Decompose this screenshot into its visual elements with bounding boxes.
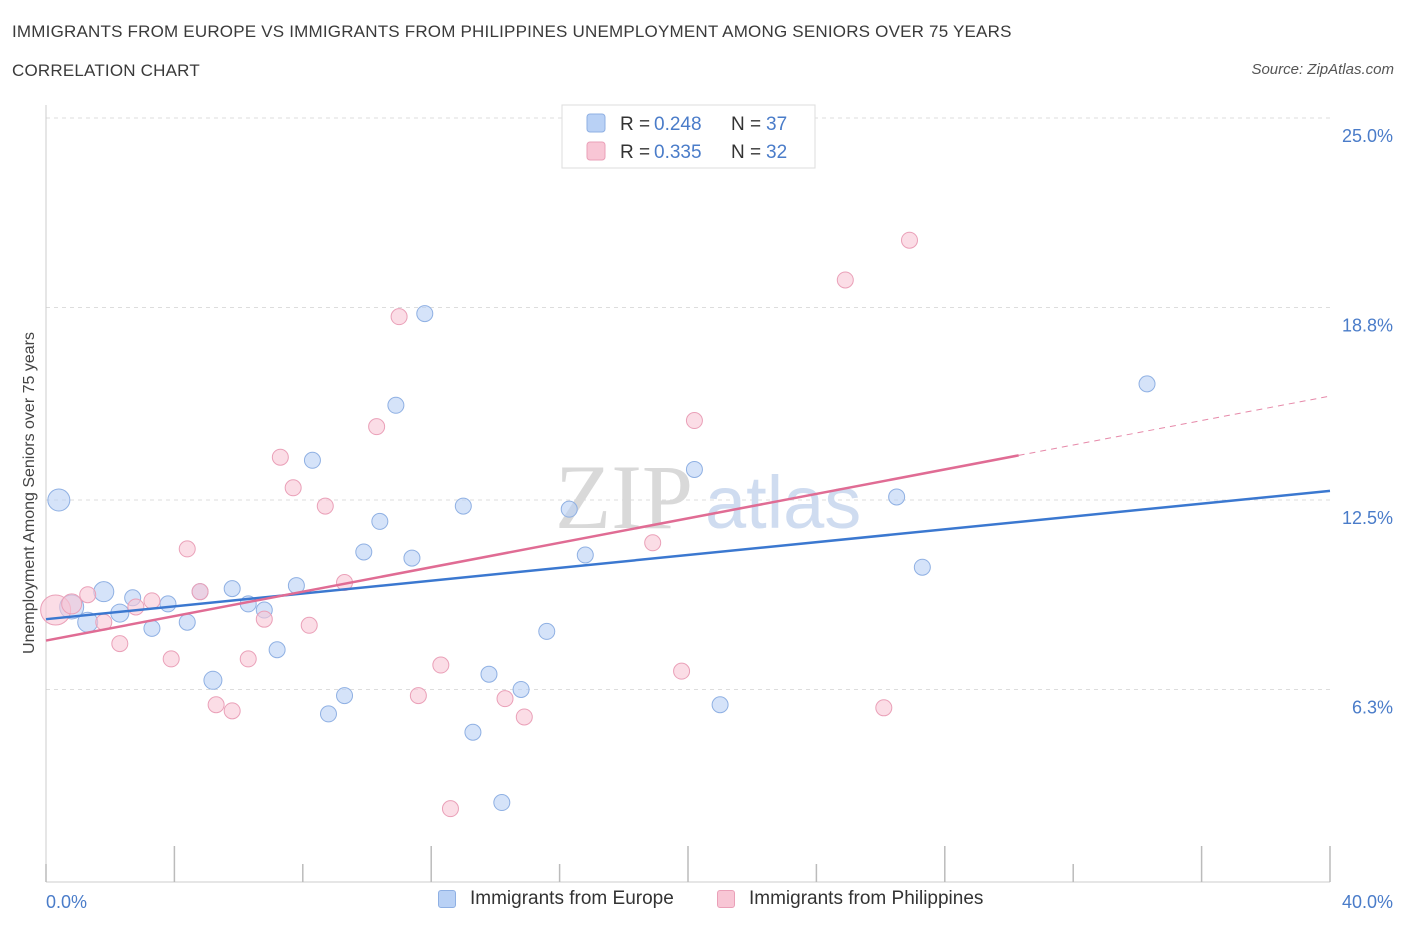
europe-point-16 bbox=[303, 451, 321, 469]
europe-point-6 bbox=[143, 619, 161, 637]
philippines-trend-extension bbox=[1018, 395, 1331, 456]
legend-europe-n-label: N = bbox=[731, 114, 761, 135]
philippines-point-26 bbox=[644, 534, 662, 552]
philippines-point-19 bbox=[368, 418, 386, 436]
europe-point-23 bbox=[416, 305, 434, 323]
europe-point-21 bbox=[387, 396, 405, 414]
philippines-trend-line bbox=[45, 454, 1019, 642]
philippines-point-31 bbox=[900, 231, 918, 249]
europe-point-22 bbox=[403, 549, 421, 567]
europe-point-33 bbox=[711, 696, 729, 714]
philippines-point-7 bbox=[162, 650, 180, 668]
europe-trend-line bbox=[45, 489, 1331, 621]
watermark: ZIP atlas bbox=[555, 446, 861, 548]
philippines-point-15 bbox=[284, 479, 302, 497]
philippines-point-27 bbox=[673, 662, 691, 680]
europe-point-34 bbox=[888, 488, 906, 506]
legend-europe-swatch bbox=[586, 113, 606, 133]
europe-point-35 bbox=[913, 558, 931, 576]
y-tick-label-3: 25.0% bbox=[1342, 126, 1393, 146]
philippines-point-5 bbox=[127, 598, 145, 616]
europe-point-32 bbox=[685, 460, 703, 478]
philippines-point-9 bbox=[191, 583, 209, 601]
legend-europe-r-value: 0.248 bbox=[654, 114, 702, 135]
legend-bottom-europe-swatch bbox=[438, 890, 456, 908]
philippines-point-8 bbox=[178, 540, 196, 558]
legend-europe-r-label: R = bbox=[620, 114, 650, 135]
philippines-point-20 bbox=[390, 308, 408, 326]
europe-point-31 bbox=[576, 546, 594, 564]
philippines-point-4 bbox=[111, 635, 129, 653]
europe-point-26 bbox=[480, 665, 498, 683]
philippines-point-25 bbox=[515, 708, 533, 726]
philippines-point-24 bbox=[496, 690, 514, 708]
y-tick-label-2: 18.8% bbox=[1342, 315, 1393, 335]
philippines-point-1 bbox=[61, 593, 83, 615]
x-tick-label-right: 40.0% bbox=[1342, 892, 1393, 912]
legend-philippines-r-value: 0.335 bbox=[654, 142, 702, 163]
europe-point-19 bbox=[355, 543, 373, 561]
y-axis-label: Unemployment Among Seniors over 75 years bbox=[21, 332, 38, 654]
chart-subtitle: CORRELATION CHART bbox=[12, 61, 200, 80]
y-tick-labels: 6.3% 12.5% 18.8% 25.0% bbox=[1342, 126, 1393, 717]
europe-point-36 bbox=[1138, 375, 1156, 393]
legend-philippines-n-label: N = bbox=[731, 142, 761, 163]
legend-europe-n-value: 37 bbox=[766, 114, 787, 135]
legend-bottom-philippines: Immigrants from Philippines bbox=[717, 888, 983, 910]
europe-point-25 bbox=[464, 723, 482, 741]
philippines-point-14 bbox=[271, 448, 289, 466]
legend-philippines-n-value: 32 bbox=[766, 142, 787, 163]
philippines-point-17 bbox=[316, 497, 334, 515]
philippines-point-28 bbox=[685, 412, 703, 430]
europe-point-29 bbox=[538, 622, 556, 640]
europe-point-3 bbox=[93, 581, 115, 603]
y-tick-label-0: 6.3% bbox=[1352, 697, 1393, 717]
europe-point-20 bbox=[371, 512, 389, 530]
philippines-point-10 bbox=[207, 696, 225, 714]
europe-point-0 bbox=[47, 488, 71, 512]
europe-point-7 bbox=[159, 595, 177, 613]
watermark-zip: ZIP bbox=[555, 446, 693, 548]
trend-lines bbox=[45, 395, 1331, 642]
europe-point-10 bbox=[203, 670, 223, 690]
europe-point-18 bbox=[336, 687, 354, 705]
europe-point-11 bbox=[223, 580, 241, 598]
europe-point-8 bbox=[178, 613, 196, 631]
watermark-atlas: atlas bbox=[705, 461, 861, 544]
europe-point-27 bbox=[493, 794, 511, 812]
legend-philippines-swatch bbox=[586, 141, 606, 161]
legend-bottom-europe-label: Immigrants from Europe bbox=[470, 888, 674, 909]
europe-point-17 bbox=[319, 705, 337, 723]
philippines-point-6 bbox=[143, 592, 161, 610]
philippines-point-16 bbox=[300, 616, 318, 634]
europe-point-30 bbox=[560, 500, 578, 518]
philippines-point-11 bbox=[223, 702, 241, 720]
philippines-points bbox=[40, 231, 918, 818]
legend-philippines-r-label: R = bbox=[620, 142, 650, 163]
europe-point-24 bbox=[454, 497, 472, 515]
x-tick-labels: 0.0% 40.0% bbox=[46, 892, 1393, 912]
legend-bottom: Immigrants from Europe Immigrants from P… bbox=[0, 888, 1406, 918]
x-tick-label-left: 0.0% bbox=[46, 892, 87, 912]
source-label: Source: ZipAtlas.com bbox=[1251, 61, 1394, 78]
legend-bottom-philippines-label: Immigrants from Philippines bbox=[749, 888, 984, 909]
europe-points bbox=[47, 305, 1156, 812]
axes bbox=[45, 105, 1331, 883]
philippines-point-29 bbox=[836, 271, 854, 289]
philippines-point-30 bbox=[875, 699, 893, 717]
philippines-point-23 bbox=[441, 800, 459, 818]
philippines-point-21 bbox=[409, 687, 427, 705]
legend-bottom-europe: Immigrants from Europe bbox=[438, 888, 674, 910]
legend-bottom-philippines-swatch bbox=[717, 890, 735, 908]
europe-point-14 bbox=[268, 641, 286, 659]
y-tick-label-1: 12.5% bbox=[1342, 508, 1393, 528]
legend-top: R = 0.248 N = 37 R = 0.335 N = 32 bbox=[561, 104, 816, 169]
philippines-point-13 bbox=[255, 610, 273, 628]
philippines-point-12 bbox=[239, 650, 257, 668]
europe-point-28 bbox=[512, 680, 530, 698]
chart-title: IMMIGRANTS FROM EUROPE VS IMMIGRANTS FRO… bbox=[12, 22, 1012, 41]
philippines-point-2 bbox=[79, 586, 97, 604]
philippines-point-22 bbox=[432, 656, 450, 674]
